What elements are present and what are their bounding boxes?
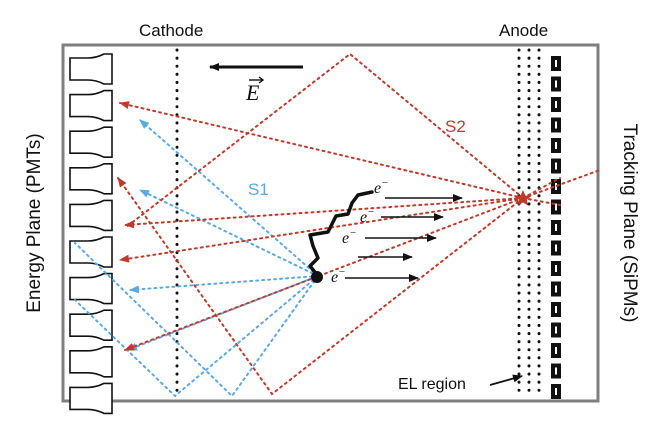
pmt-icon	[69, 272, 113, 305]
sipm-window	[555, 306, 557, 313]
sipm-window	[555, 326, 557, 334]
sipm-window	[555, 347, 557, 354]
pmt-icon	[69, 126, 113, 158]
pmt-array	[69, 53, 113, 415]
sipm-window	[555, 60, 557, 67]
interaction-vertex	[311, 271, 323, 283]
pmt-icon	[69, 309, 113, 341]
tracking-plane-label: Tracking Plane (SiPMs)	[619, 124, 640, 323]
pmt-icon	[69, 199, 113, 232]
vector-arrow-icon	[249, 76, 265, 84]
sipm-array	[551, 56, 561, 399]
el-region-label: EL region	[398, 376, 466, 393]
s2-emission-star-icon	[515, 190, 531, 206]
sipm-window	[555, 80, 557, 88]
pmt-icon	[69, 53, 113, 85]
sipm-window	[555, 183, 557, 190]
sipm-window	[555, 244, 557, 252]
s2-light-rays	[117, 52, 601, 396]
efield-label: E	[245, 80, 260, 105]
electron-label: e−	[342, 227, 357, 247]
anode-grid	[517, 48, 541, 398]
sipm-window	[555, 224, 557, 231]
s1-light-rays	[74, 119, 319, 398]
sipm-window	[555, 285, 557, 293]
s1-label: S1	[248, 180, 269, 199]
ionization-track	[308, 190, 374, 278]
sipm-window	[555, 367, 557, 375]
electron-label: e−	[331, 266, 346, 286]
sipm-window	[555, 265, 557, 272]
anode-label: Anode	[499, 21, 548, 40]
energy-plane-label: Energy Plane (PMTs)	[24, 133, 45, 313]
cathode-label: Cathode	[139, 21, 203, 40]
pmt-icon	[69, 236, 113, 268]
detector-frame	[61, 43, 600, 403]
pmt-icon	[69, 163, 113, 195]
sipm-window	[555, 162, 557, 170]
pmt-icon	[69, 346, 113, 378]
s2-label: S2	[445, 117, 466, 136]
sipm-window	[555, 142, 557, 149]
sipm-window	[555, 101, 557, 108]
sipm-window	[555, 121, 557, 129]
pmt-icon	[69, 89, 113, 122]
electron-drift-arrows	[345, 194, 463, 282]
sipm-window	[555, 388, 557, 395]
el-region-pointer	[489, 374, 523, 386]
sipm-window	[555, 203, 557, 211]
pmt-icon	[69, 382, 113, 415]
electron-label: e−	[360, 206, 375, 226]
electron-label: e−	[374, 177, 389, 197]
